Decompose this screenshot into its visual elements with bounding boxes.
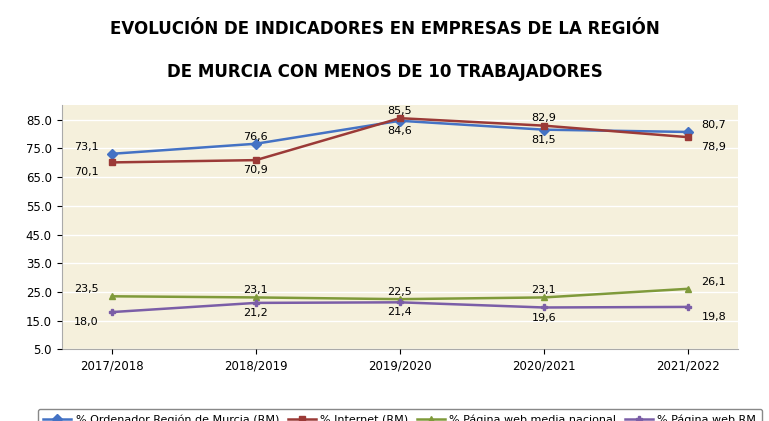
% Página web media nacional bbox=[108, 294, 117, 299]
Legend: % Ordenador Región de Murcia (RM), % Internet (RM), % Página web media nacional,: % Ordenador Región de Murcia (RM), % Int… bbox=[38, 409, 762, 421]
% Ordenador Región de Murcia (RM) bbox=[251, 141, 261, 146]
Text: 82,9: 82,9 bbox=[531, 114, 556, 123]
% Internet (RM) bbox=[683, 135, 692, 140]
Text: 70,1: 70,1 bbox=[74, 168, 98, 178]
% Página web media nacional bbox=[251, 295, 261, 300]
% Ordenador Región de Murcia (RM) bbox=[108, 151, 117, 156]
Line: % Internet (RM): % Internet (RM) bbox=[108, 115, 691, 166]
Text: 70,9: 70,9 bbox=[244, 165, 268, 175]
% Internet (RM) bbox=[539, 123, 548, 128]
% Ordenador Región de Murcia (RM) bbox=[395, 118, 404, 123]
Text: 21,2: 21,2 bbox=[244, 308, 268, 318]
% Página web media nacional bbox=[395, 297, 404, 302]
Text: 81,5: 81,5 bbox=[531, 135, 556, 145]
% Página web RM bbox=[539, 305, 548, 310]
% Ordenador Región de Murcia (RM) bbox=[683, 129, 692, 134]
% Página web RM bbox=[395, 300, 404, 305]
Text: 76,6: 76,6 bbox=[244, 131, 268, 141]
Text: 18,0: 18,0 bbox=[74, 317, 98, 327]
Text: 84,6: 84,6 bbox=[388, 126, 412, 136]
Text: 26,1: 26,1 bbox=[701, 277, 726, 287]
Text: EVOLUCIÓN DE INDICADORES EN EMPRESAS DE LA REGIÓN: EVOLUCIÓN DE INDICADORES EN EMPRESAS DE … bbox=[110, 21, 659, 38]
% Internet (RM) bbox=[395, 116, 404, 121]
% Página web RM bbox=[251, 300, 261, 305]
Text: 19,6: 19,6 bbox=[531, 312, 556, 322]
% Internet (RM) bbox=[108, 160, 117, 165]
% Página web media nacional bbox=[539, 295, 548, 300]
Text: 73,1: 73,1 bbox=[74, 141, 98, 152]
Text: 23,5: 23,5 bbox=[74, 284, 98, 294]
Text: 23,1: 23,1 bbox=[531, 285, 556, 295]
Text: 22,5: 22,5 bbox=[388, 287, 412, 297]
Text: 80,7: 80,7 bbox=[701, 120, 726, 130]
Line: % Página web RM: % Página web RM bbox=[108, 299, 691, 316]
Text: 78,9: 78,9 bbox=[701, 142, 726, 152]
Text: DE MURCIA CON MENOS DE 10 TRABAJADORES: DE MURCIA CON MENOS DE 10 TRABAJADORES bbox=[167, 63, 602, 80]
Text: 23,1: 23,1 bbox=[244, 285, 268, 295]
Text: 19,8: 19,8 bbox=[701, 312, 726, 322]
% Página web RM bbox=[108, 309, 117, 314]
Text: 85,5: 85,5 bbox=[388, 106, 412, 116]
Line: % Página web media nacional: % Página web media nacional bbox=[108, 285, 691, 303]
% Ordenador Región de Murcia (RM) bbox=[539, 127, 548, 132]
% Página web media nacional bbox=[683, 286, 692, 291]
% Página web RM bbox=[683, 304, 692, 309]
Line: % Ordenador Región de Murcia (RM): % Ordenador Región de Murcia (RM) bbox=[108, 117, 691, 157]
Text: 21,4: 21,4 bbox=[388, 307, 412, 317]
% Internet (RM) bbox=[251, 157, 261, 163]
